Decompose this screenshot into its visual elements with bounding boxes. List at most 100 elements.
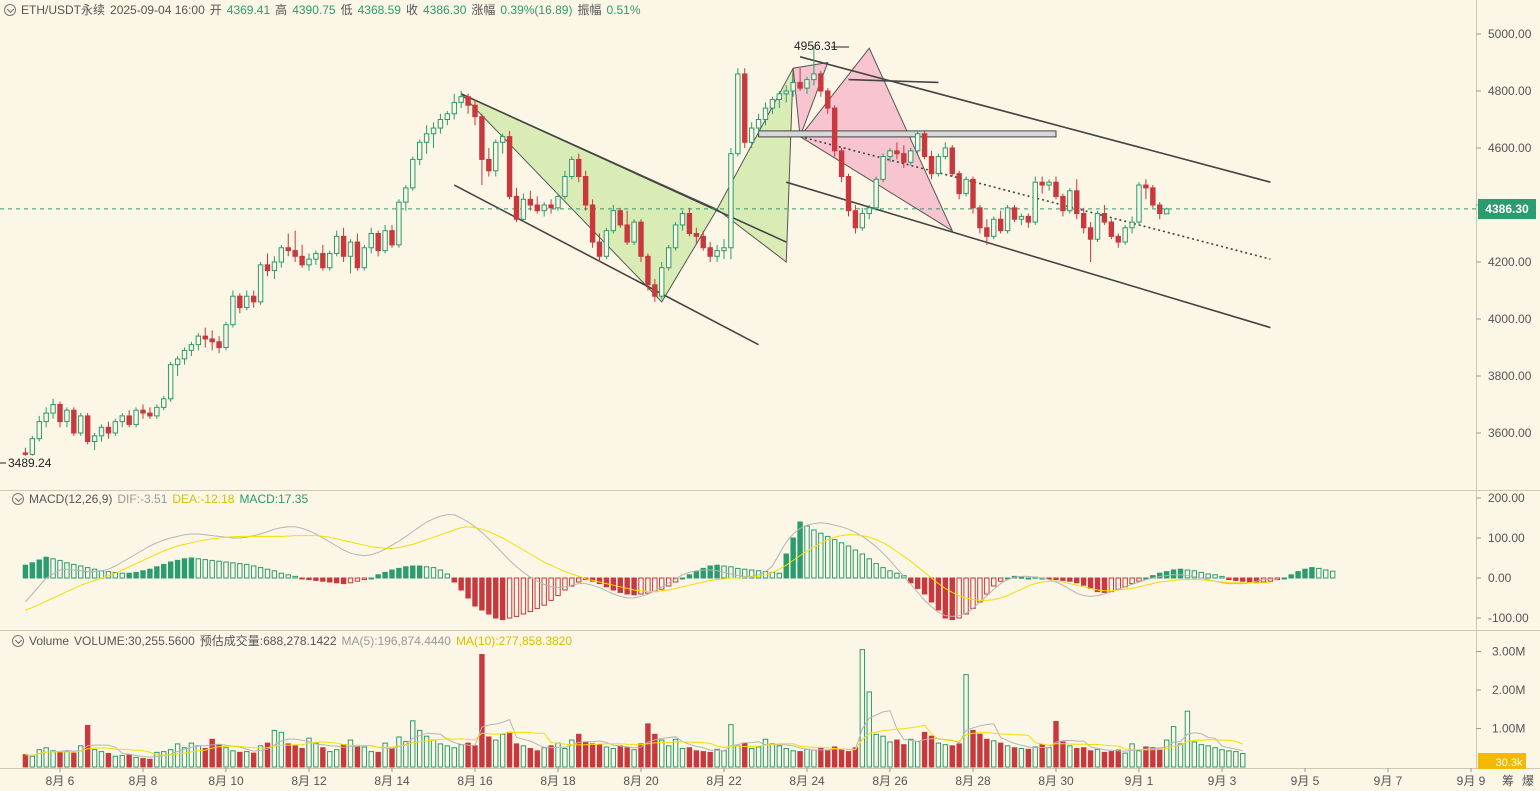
volume-bar xyxy=(949,745,955,768)
corner-label-liquidation[interactable]: 爆 xyxy=(1522,774,1534,788)
trendline-lower-left xyxy=(453,184,759,346)
macd-histogram-bar xyxy=(1316,567,1322,579)
volume-bar xyxy=(188,742,195,768)
candle-body xyxy=(562,176,568,197)
volume-bar xyxy=(506,731,513,768)
candle-body xyxy=(700,235,706,249)
macd-histogram-bar xyxy=(237,563,243,579)
macd-dea-line xyxy=(25,526,1271,611)
candle-body xyxy=(396,201,402,246)
candle-body xyxy=(472,104,478,118)
macd-histogram-bar xyxy=(257,567,264,579)
collapse-toggle-icon[interactable] xyxy=(4,3,16,16)
macd-histogram-bar xyxy=(493,577,499,619)
macd-histogram-bar xyxy=(1219,575,1225,579)
macd-histogram-bar xyxy=(1233,577,1239,581)
volume-bar xyxy=(389,748,395,768)
macd-histogram-bar xyxy=(742,568,748,579)
volume-bar xyxy=(368,751,374,768)
macd-histogram-bar xyxy=(499,577,506,621)
volume-collapse-icon[interactable] xyxy=(12,634,24,647)
macd-tick-label: 0.00 xyxy=(1488,571,1512,585)
macd-histogram-bar xyxy=(306,577,312,581)
candle-body xyxy=(140,409,146,414)
candle-body xyxy=(340,235,347,257)
volume-bar xyxy=(921,731,928,768)
macd-histogram-bar xyxy=(1302,568,1308,579)
volume-bar xyxy=(78,745,84,768)
candle-body xyxy=(984,227,990,237)
volume-bar xyxy=(1087,750,1094,768)
macd-histogram-bar xyxy=(631,577,637,596)
macd-collapse-icon[interactable] xyxy=(12,493,24,505)
macd-histogram-bar xyxy=(790,537,796,579)
macd-histogram-bar xyxy=(914,577,921,589)
macd-histogram-bar xyxy=(1108,577,1115,593)
trendline-upper-right xyxy=(799,56,1271,183)
macd-histogram-bar xyxy=(984,577,990,595)
macd-histogram-bar xyxy=(278,572,285,579)
candle-body xyxy=(970,178,976,209)
volume-bar xyxy=(686,747,693,768)
volume-bar xyxy=(444,745,451,768)
macd-histogram-bar xyxy=(776,572,783,579)
candle-body xyxy=(582,176,589,206)
volume-bar xyxy=(942,744,949,768)
candle-body xyxy=(375,233,381,252)
macd-dif-line xyxy=(25,514,1278,617)
volume-bar xyxy=(1205,745,1211,768)
volume-bar xyxy=(1108,751,1115,768)
volume-bar xyxy=(1025,748,1032,768)
candle-body xyxy=(1032,181,1038,223)
volume-bar xyxy=(1039,744,1045,768)
candle-body xyxy=(804,79,810,89)
volume-bar xyxy=(36,749,42,768)
volume-bar xyxy=(167,749,174,768)
trendline-dotted xyxy=(799,135,1271,260)
macd-histogram-bar xyxy=(465,577,471,599)
volume-bar xyxy=(769,743,776,768)
volume-bar xyxy=(1163,739,1170,768)
macd-histogram-bar xyxy=(437,569,444,579)
volume-bar xyxy=(721,750,727,768)
candle-body xyxy=(659,267,665,297)
high-annotation: 4956.31 xyxy=(794,39,838,53)
candle-body xyxy=(327,252,333,269)
macd-histogram-bar xyxy=(617,577,623,593)
candle-body xyxy=(825,90,831,109)
volume-bar xyxy=(513,743,520,768)
candle-body xyxy=(119,415,125,423)
volume-bar xyxy=(908,738,914,768)
candle-body xyxy=(1039,181,1045,186)
candle-body xyxy=(244,295,250,309)
candle-body xyxy=(493,141,499,172)
candle-body xyxy=(29,438,36,455)
candle-body xyxy=(368,233,374,249)
candle-body xyxy=(278,247,285,263)
candle-body xyxy=(1046,181,1052,186)
price-tick-label: 3800.00 xyxy=(1488,369,1532,383)
macd-histogram-bar xyxy=(845,545,852,579)
volume-bar xyxy=(825,750,831,768)
candle-body xyxy=(742,73,748,143)
volume-bar xyxy=(735,745,741,768)
volume-bar xyxy=(292,745,298,768)
candle-body xyxy=(1163,208,1170,215)
corner-label-chips[interactable]: 筹 xyxy=(1502,774,1514,788)
volume-bar xyxy=(845,751,852,768)
candle-body xyxy=(1115,235,1121,243)
volume-bar xyxy=(589,743,596,768)
candle-body xyxy=(285,247,291,252)
macd-histogram-bar xyxy=(313,577,319,581)
date-tick-label: 8月 26 xyxy=(872,774,908,788)
volume-bar xyxy=(126,754,132,768)
candle-body xyxy=(610,210,617,232)
volume-bar xyxy=(354,744,361,768)
change-label: 涨幅 xyxy=(471,3,496,17)
volume-bar xyxy=(624,747,630,768)
macd-histogram-bar xyxy=(1205,573,1211,579)
macd-histogram-bar xyxy=(935,577,942,611)
candle-body xyxy=(714,250,720,257)
candle-body xyxy=(790,81,796,92)
